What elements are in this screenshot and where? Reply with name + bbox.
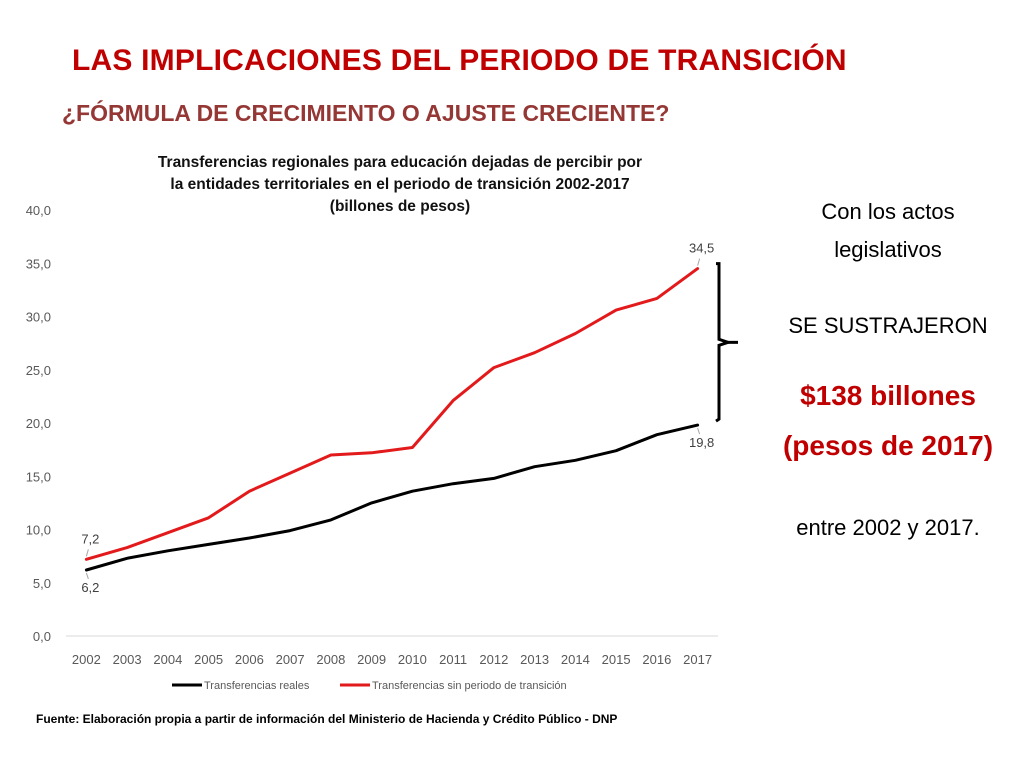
x-tick-label: 2016 — [642, 652, 671, 667]
legend-label: Transferencias reales — [204, 680, 310, 692]
y-tick-label: 30,0 — [26, 310, 51, 325]
x-tick-label: 2008 — [316, 652, 345, 667]
x-tick-label: 2014 — [561, 652, 590, 667]
side-text-line: legislativos — [834, 237, 942, 262]
x-tick-label: 2006 — [235, 652, 264, 667]
amount-text: $138 billones — [800, 380, 976, 411]
chart-title-line: la entidades territoriales en el periodo… — [170, 176, 630, 193]
side-text-line: Con los actos — [821, 199, 955, 224]
x-tick-label: 2009 — [357, 652, 386, 667]
period-text: entre 2002 y 2017. — [796, 515, 980, 540]
data-label-leader — [85, 572, 89, 580]
x-tick-label: 2011 — [439, 652, 467, 667]
y-tick-label: 25,0 — [26, 363, 51, 378]
bracket-annotation — [715, 262, 733, 423]
data-label: 6,2 — [81, 580, 99, 595]
x-tick-label: 2003 — [113, 652, 142, 667]
y-tick-label: 35,0 — [26, 256, 51, 271]
y-tick-label: 10,0 — [26, 523, 51, 538]
y-tick-label: 5,0 — [33, 576, 51, 591]
data-label: 7,2 — [81, 531, 99, 546]
x-tick-label: 2004 — [153, 652, 182, 667]
x-tick-label: 2017 — [683, 652, 712, 667]
chart-title: Transferencias regionales para educación… — [110, 152, 690, 218]
data-label-leader — [697, 258, 701, 266]
x-tick-label: 2005 — [194, 652, 223, 667]
slide-title: LAS IMPLICACIONES DEL PERIODO DE TRANSIC… — [72, 44, 847, 77]
x-tick-label: 2002 — [72, 652, 101, 667]
x-tick-label: 2010 — [398, 652, 427, 667]
x-tick-label: 2013 — [520, 652, 549, 667]
amount-unit-text: (pesos de 2017) — [782, 430, 994, 461]
source-note: Fuente: Elaboración propia a partir de i… — [36, 712, 618, 726]
side-text-emphasis: SE SUSTRAJERON — [788, 313, 988, 338]
slide-subtitle: ¿FÓRMULA DE CRECIMIENTO O AJUSTE CRECIEN… — [62, 100, 670, 126]
y-tick-label: 0,0 — [33, 629, 51, 644]
chart-title-line: (billones de pesos) — [329, 198, 471, 215]
data-label: 19,8 — [689, 435, 714, 450]
series-line-2 — [84, 267, 700, 561]
x-tick-label: 2012 — [479, 652, 508, 667]
data-label-leader — [697, 427, 701, 435]
y-tick-label: 40,0 — [26, 203, 51, 218]
side-panel: Con los actos legislativos SE SUSTRAJERO… — [770, 193, 1006, 547]
x-tick-label: 2015 — [602, 652, 631, 667]
y-tick-label: 15,0 — [26, 469, 51, 484]
data-label: 34,5 — [689, 241, 714, 256]
series-line-1 — [84, 423, 700, 572]
x-tick-label: 2007 — [276, 652, 305, 667]
data-label-leader — [85, 549, 89, 557]
legend-label: Transferencias sin periodo de transición — [372, 680, 567, 692]
chart-title-line: Transferencias regionales para educación… — [157, 154, 643, 171]
y-tick-label: 20,0 — [26, 416, 51, 431]
